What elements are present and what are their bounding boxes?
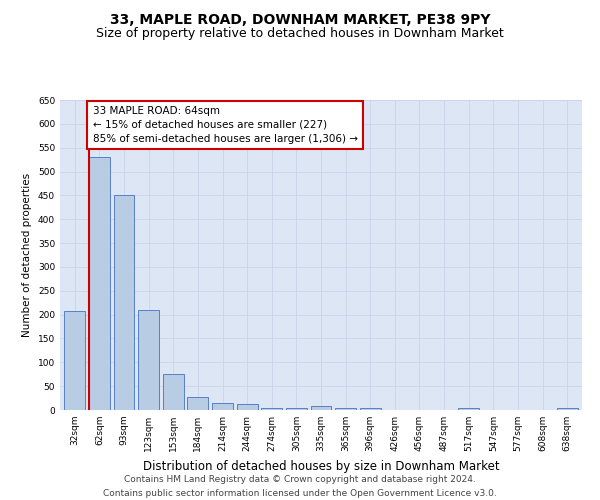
Text: Contains HM Land Registry data © Crown copyright and database right 2024.
Contai: Contains HM Land Registry data © Crown c… [103, 476, 497, 498]
Text: 33 MAPLE ROAD: 64sqm
← 15% of detached houses are smaller (227)
85% of semi-deta: 33 MAPLE ROAD: 64sqm ← 15% of detached h… [92, 106, 358, 144]
Text: Size of property relative to detached houses in Downham Market: Size of property relative to detached ho… [96, 28, 504, 40]
Bar [557, 408, 578, 410]
Bar [286, 408, 307, 410]
Bar [212, 403, 233, 410]
Bar [311, 406, 331, 410]
Bar [360, 408, 381, 410]
Bar [261, 408, 282, 410]
Bar [64, 311, 85, 410]
Bar [335, 408, 356, 410]
Bar [236, 404, 257, 410]
Bar [89, 157, 110, 410]
Bar [138, 310, 159, 410]
Text: 33, MAPLE ROAD, DOWNHAM MARKET, PE38 9PY: 33, MAPLE ROAD, DOWNHAM MARKET, PE38 9PY [110, 12, 490, 26]
Bar [187, 397, 208, 410]
Y-axis label: Number of detached properties: Number of detached properties [22, 173, 32, 337]
Bar [163, 374, 184, 410]
X-axis label: Distribution of detached houses by size in Downham Market: Distribution of detached houses by size … [143, 460, 499, 472]
Bar [458, 408, 479, 410]
Bar [113, 196, 134, 410]
